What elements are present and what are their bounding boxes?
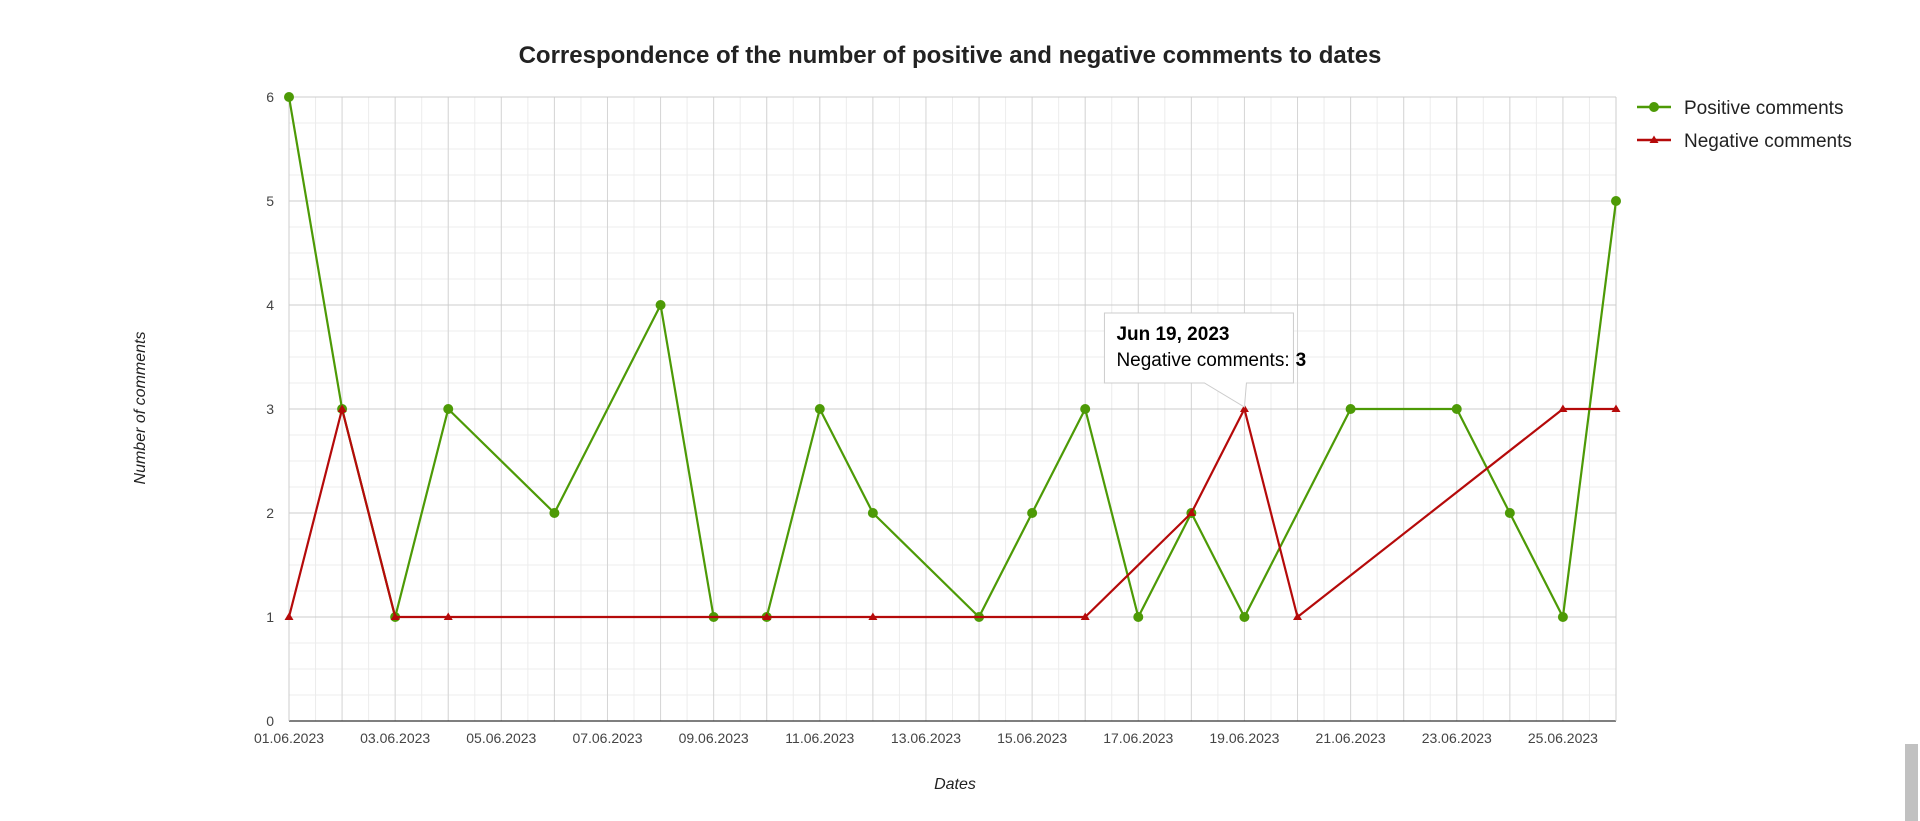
y-tick-label: 2 [266, 505, 274, 521]
data-point-positive [1133, 612, 1144, 622]
data-point-negative [390, 612, 400, 620]
y-axis-tick-labels: 0 1 2 3 4 5 6 [266, 89, 274, 729]
y-tick-label: 4 [266, 297, 274, 313]
legend: Positive comments Negative comments [1637, 98, 1852, 152]
y-tick-label: 1 [266, 609, 274, 625]
scrollbar-thumb[interactable] [1905, 744, 1918, 821]
legend-item-negative[interactable]: Negative comments [1637, 131, 1852, 152]
y-tick-label: 3 [266, 401, 274, 417]
x-tick-label: 03.06.2023 [360, 730, 430, 746]
data-point-negative [1293, 612, 1303, 620]
legend-label-positive: Positive comments [1684, 98, 1843, 119]
tooltip-box [1103, 312, 1294, 408]
data-point-positive [1611, 196, 1621, 206]
data-point-positive [1451, 404, 1462, 414]
tooltip-date: Jun 19, 2023 [1116, 324, 1229, 345]
data-point-positive [1557, 612, 1568, 622]
legend-marker-circle-icon [1649, 102, 1659, 112]
data-point-positive [1345, 404, 1356, 414]
x-tick-label: 11.06.2023 [785, 730, 854, 746]
data-point-negative [762, 612, 772, 620]
data-point-positive [284, 92, 294, 102]
x-tick-label: 21.06.2023 [1316, 730, 1386, 746]
y-axis-title: Number of comments [132, 332, 149, 485]
x-axis-tick-labels: 01.06.2023 03.06.2023 05.06.2023 07.06.2023… [254, 730, 1598, 746]
x-tick-label: 17.06.2023 [1103, 730, 1173, 746]
data-point-positive [1080, 404, 1091, 414]
data-point-negative [1611, 404, 1621, 412]
data-point-positive [1504, 508, 1515, 518]
data-point-negative [337, 404, 347, 412]
legend-marker-triangle-icon [1649, 135, 1659, 143]
y-tick-label: 6 [266, 89, 274, 105]
y-tick-label: 5 [266, 193, 274, 209]
tooltip-line: Negative comments: 3 [1116, 350, 1306, 371]
tooltip-series-label: Negative comments: [1116, 350, 1289, 371]
x-tick-label: 05.06.2023 [466, 730, 536, 746]
data-point-negative [443, 612, 453, 620]
data-point-negative [1558, 404, 1568, 412]
series-line-negative [287, 407, 1616, 619]
x-tick-label: 23.06.2023 [1422, 730, 1492, 746]
data-point-negative [1186, 508, 1196, 516]
data-point-negative [284, 612, 294, 620]
x-tick-label: 01.06.2023 [254, 730, 324, 746]
tooltip-value: 3 [1296, 350, 1307, 371]
x-tick-label: 07.06.2023 [572, 730, 642, 746]
vertical-scrollbar[interactable] [1903, 0, 1920, 821]
data-point-positive [814, 404, 825, 414]
data-point-positive [549, 508, 560, 518]
data-point-positive [443, 404, 454, 414]
chart-title: Correspondence of the number of positive… [519, 42, 1382, 69]
x-tick-label: 13.06.2023 [891, 730, 961, 746]
series-layer [284, 92, 1621, 622]
data-point-positive [655, 300, 666, 310]
data-point-negative [868, 612, 878, 620]
legend-label-negative: Negative comments [1684, 131, 1852, 152]
data-point-negative [1239, 404, 1249, 412]
y-tick-label: 0 [266, 713, 274, 729]
data-point-positive [867, 508, 878, 518]
x-tick-label: 15.06.2023 [997, 730, 1067, 746]
x-tick-label: 19.06.2023 [1209, 730, 1279, 746]
legend-item-positive[interactable]: Positive comments [1637, 98, 1843, 119]
data-point-positive [1239, 612, 1250, 622]
data-point-negative [1080, 612, 1090, 620]
x-tick-label: 09.06.2023 [679, 730, 749, 746]
tooltip: Jun 19, 2023 Negative comments: 3 [1103, 312, 1306, 408]
x-tick-label: 25.06.2023 [1528, 730, 1598, 746]
data-point-positive [1027, 508, 1038, 518]
x-axis-title: Dates [934, 776, 976, 793]
